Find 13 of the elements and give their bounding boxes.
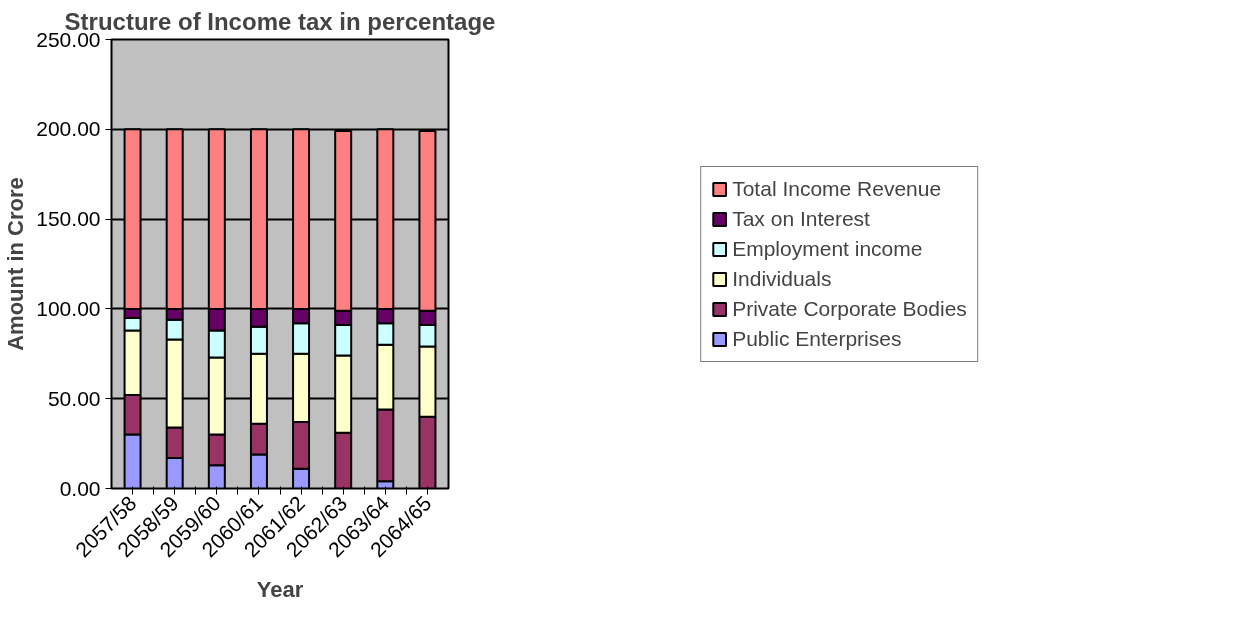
y-tick-label: 50.00 [47,386,101,410]
y-tick-label: 150.00 [36,207,101,231]
legend-label: Total Income Revenue [732,176,942,201]
y-tick-label: 100.00 [36,296,101,320]
y-axis-title: Amount in Crore [3,177,29,351]
legend-label: Private Corporate Bodies [732,296,967,321]
y-tick-label: 0.00 [59,476,101,500]
legend-label: Individuals [732,266,832,291]
legend-label: Employment income [732,236,923,261]
legend-label: Tax on Interest [732,206,870,231]
x-axis-title: Year [256,577,304,603]
legend-label: Public Enterprises [732,326,902,351]
y-tick-label: 200.00 [36,117,101,141]
